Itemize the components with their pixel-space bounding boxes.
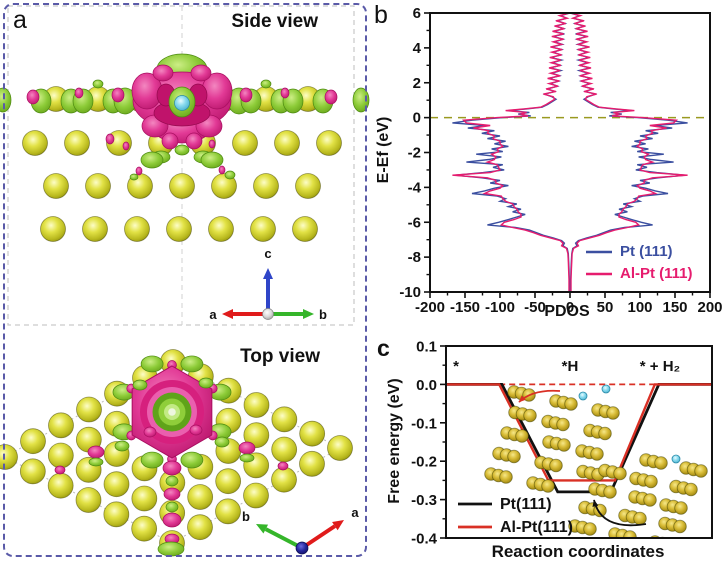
svg-text:Al-Pt(111): Al-Pt(111) [500,519,573,536]
free-energy-y-axis-label: Free energy (eV) [386,378,403,504]
svg-text:2: 2 [413,75,421,92]
panel-b-label: b [374,1,388,29]
svg-text:-6: -6 [408,214,421,231]
svg-text:b: b [242,509,250,524]
panel-a-label: a [13,6,27,34]
svg-text:-0.2: -0.2 [411,454,437,471]
svg-text:-150: -150 [450,299,480,316]
svg-text:-0.1: -0.1 [411,415,437,432]
svg-text:a: a [209,307,217,322]
panel-c-label: c [377,335,390,361]
svg-text:0.1: 0.1 [416,339,437,356]
svg-text:-200: -200 [415,299,445,316]
svg-text:150: 150 [662,299,687,316]
svg-text:a: a [351,505,359,520]
svg-text:0: 0 [566,299,574,316]
top-view-title: Top view [240,346,320,367]
svg-text:4: 4 [413,40,422,57]
svg-text:-0.4: -0.4 [411,531,438,548]
svg-text:-50: -50 [524,299,546,316]
state-label-star-h2: * + H₂ [639,358,681,375]
svg-text:c: c [264,246,271,261]
svg-text:Al-Pt (111): Al-Pt (111) [620,265,693,282]
pdos-x-axis-label: PDOS [544,303,590,320]
svg-text:-0.3: -0.3 [411,492,437,509]
svg-text:-2: -2 [408,145,421,162]
svg-text:0.0: 0.0 [416,377,437,394]
svg-text:Pt(111): Pt(111) [500,496,552,513]
svg-text:200: 200 [697,299,722,316]
svg-text:Pt (111): Pt (111) [620,243,673,260]
svg-text:-100: -100 [485,299,515,316]
state-label-star: * [453,358,459,375]
svg-text:0: 0 [413,110,421,127]
pdos-y-axis-label: E-Ef (eV) [375,116,392,184]
svg-text:50: 50 [597,299,614,316]
side-view-title: Side view [231,11,318,32]
panel-a-dashed-border [3,3,367,557]
svg-text:-8: -8 [408,249,421,266]
svg-text:b: b [319,307,327,322]
svg-text:-4: -4 [408,179,422,196]
state-label-star-h: *H [561,358,579,375]
free-energy-x-axis-label: Reaction coordinates [491,542,665,561]
svg-text:100: 100 [627,299,652,316]
svg-text:-10: -10 [399,284,421,301]
svg-text:6: 6 [413,5,421,22]
